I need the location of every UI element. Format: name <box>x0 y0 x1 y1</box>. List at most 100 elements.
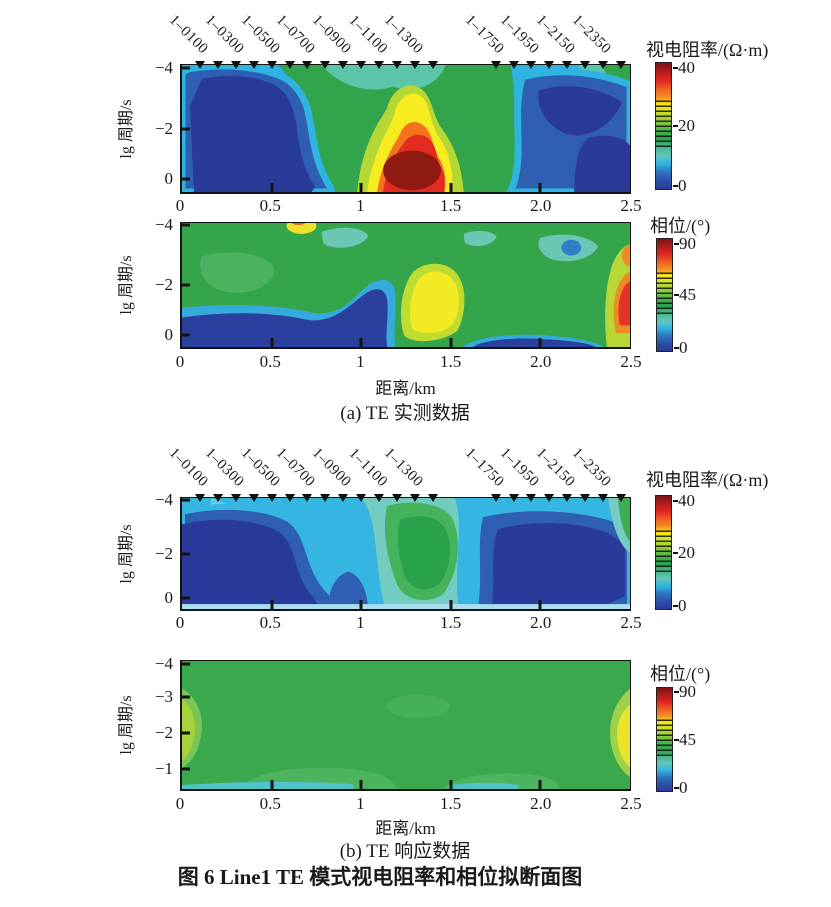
x-tick-mark <box>538 338 542 347</box>
colorbar-tick-label: 0 <box>679 338 688 357</box>
phase-measured-contour-field <box>182 223 630 347</box>
x-tick-mark <box>359 338 363 347</box>
colorbar-level-lines <box>656 97 671 149</box>
station-marker-icon <box>248 494 259 502</box>
station-label: 1–0900 <box>309 445 355 491</box>
x-tick-mark <box>359 600 363 609</box>
station-marker-icon <box>302 61 313 69</box>
y-tick-mark <box>182 767 190 771</box>
y-tick-label: −4 <box>154 653 173 673</box>
station-label: 1–2350 <box>568 12 615 58</box>
x-tick-label: 1 <box>356 196 365 215</box>
y-tick-label: −2 <box>154 275 173 294</box>
x-tick-label: 0 <box>175 196 185 215</box>
x-tick-label: 2.0 <box>530 196 552 215</box>
x-tick-label: 0.5 <box>259 196 281 215</box>
panel-d-axes-ticks: −4 −3 −2 −1 <box>155 654 630 789</box>
y-tick-mark <box>182 498 190 502</box>
panel-a-axes-ticks: −4 −2 0 <box>155 58 630 192</box>
x-tick-label: 0 <box>175 352 185 371</box>
station-marker-icon <box>212 61 223 69</box>
station-marker-icon <box>544 61 555 69</box>
y-tick-label: −2 <box>154 722 173 742</box>
x-tick-label: 1 <box>356 352 365 371</box>
colorbar-tick-mark <box>673 551 678 554</box>
station-marker-icon <box>230 494 241 502</box>
colorbar-tick-label: 40 <box>678 490 695 510</box>
station-marker-icon <box>374 61 385 69</box>
resistivity-measured-contour-field <box>182 65 630 192</box>
station-marker-icon <box>374 494 385 502</box>
x-tick-label: 1.5 <box>439 352 462 371</box>
colorbar-gradient <box>656 238 673 352</box>
colorbar-resistivity-b: 40 20 0 <box>655 491 695 615</box>
x-tick-label: 1 <box>356 794 365 813</box>
y-tick-label: −4 <box>154 215 173 235</box>
caption-panel-b: (b) TE 响应数据 <box>339 841 471 862</box>
x-tick-label: 1 <box>356 613 365 632</box>
station-marker-icon <box>490 61 501 69</box>
y-tick-label: −4 <box>154 490 173 510</box>
station-marker-icon <box>212 494 223 502</box>
station-marker-icon <box>320 494 331 502</box>
y-tick-mark <box>182 283 190 287</box>
x-tick-label: 2.5 <box>620 196 642 215</box>
station-marker-icon <box>230 61 241 69</box>
station-marker-icon <box>284 61 295 69</box>
station-marker-icon <box>526 494 537 502</box>
x-axis-label-b: 距离/km <box>375 819 436 838</box>
x-tick-label: 0 <box>175 794 185 813</box>
colorbar-phase-a: 90 45 0 <box>656 234 696 357</box>
figure-title: 图 6 Line1 TE 模式视电阻率和相位拟断面图 <box>177 865 583 889</box>
x-tick-mark <box>270 338 274 347</box>
x-tick-mark <box>538 780 542 789</box>
y-tick-mark <box>182 333 190 337</box>
station-marker-icon <box>427 61 438 69</box>
station-marker-icon <box>302 494 313 502</box>
y-axis-label-panel-d: lg 周期/s <box>118 695 135 755</box>
station-label: 1–0300 <box>201 12 247 58</box>
x-tick-mark <box>270 600 274 609</box>
station-marker-icon <box>194 61 205 69</box>
y-tick-mark <box>182 223 190 227</box>
panel-d-x-tick-labels: 0 0.5 1 1.5 2.0 2.5 <box>176 794 642 816</box>
colorbar-tick-mark <box>674 691 679 694</box>
station-label: 1–0100 <box>165 12 211 58</box>
colorbar-gradient <box>655 62 672 190</box>
colorbar-level-lines <box>656 526 671 573</box>
colorbar-title-resistivity-a: 视电阻率/(Ω·m) <box>646 40 769 60</box>
x-tick-mark <box>538 600 542 609</box>
colorbar-tick-mark <box>674 787 679 790</box>
station-marker-icon <box>427 494 438 502</box>
x-tick-mark <box>359 183 363 192</box>
colorbar-tick-mark <box>673 604 678 607</box>
panel-c-station-row: 1–0100 1–0300 1–0500 1–0700 1–0900 1–1100 1–13… <box>166 445 630 609</box>
colorbar-tick-label: 20 <box>678 116 695 135</box>
y-tick-label: −4 <box>154 57 173 77</box>
panel-c-axes-ticks: −4 −2 0 <box>155 490 630 609</box>
station-marker-icon <box>284 494 295 502</box>
colorbar-tick-label: 90 <box>679 682 696 702</box>
station-marker-icon <box>544 494 555 502</box>
x-tick-mark <box>449 183 453 192</box>
panel-b-axes-ticks: −4 −2 0 <box>155 215 630 347</box>
station-marker-icon <box>598 61 609 69</box>
station-marker-icon <box>320 61 331 69</box>
station-marker-icon <box>392 61 403 69</box>
station-marker-icon <box>338 494 349 502</box>
phase-response-contour-field <box>182 661 630 789</box>
y-tick-mark <box>182 177 190 181</box>
panel-d-phase-response: −4 −3 −2 −1 <box>155 654 631 791</box>
colorbar-tick-label: 45 <box>679 285 696 304</box>
colorbar-tick-label: 20 <box>678 542 695 562</box>
panel-b-phase-measured: −4 −2 0 <box>155 215 631 349</box>
x-tick-label: 2.5 <box>620 613 642 632</box>
colorbar-level-lines <box>657 269 672 316</box>
station-marker-icon <box>562 494 573 502</box>
panel-a-resistivity-measured: −4 −2 0 1–0100 1–0300 1–0500 1–0700 1–0900 1–11… <box>155 12 631 194</box>
x-tick-mark <box>449 338 453 347</box>
colorbar-gradient <box>655 495 672 610</box>
colorbar-title-resistivity-b: 视电阻率/(Ω·m) <box>646 470 769 490</box>
x-tick-mark <box>270 780 274 789</box>
colorbar-resistivity-a: 40 20 0 <box>655 58 695 195</box>
